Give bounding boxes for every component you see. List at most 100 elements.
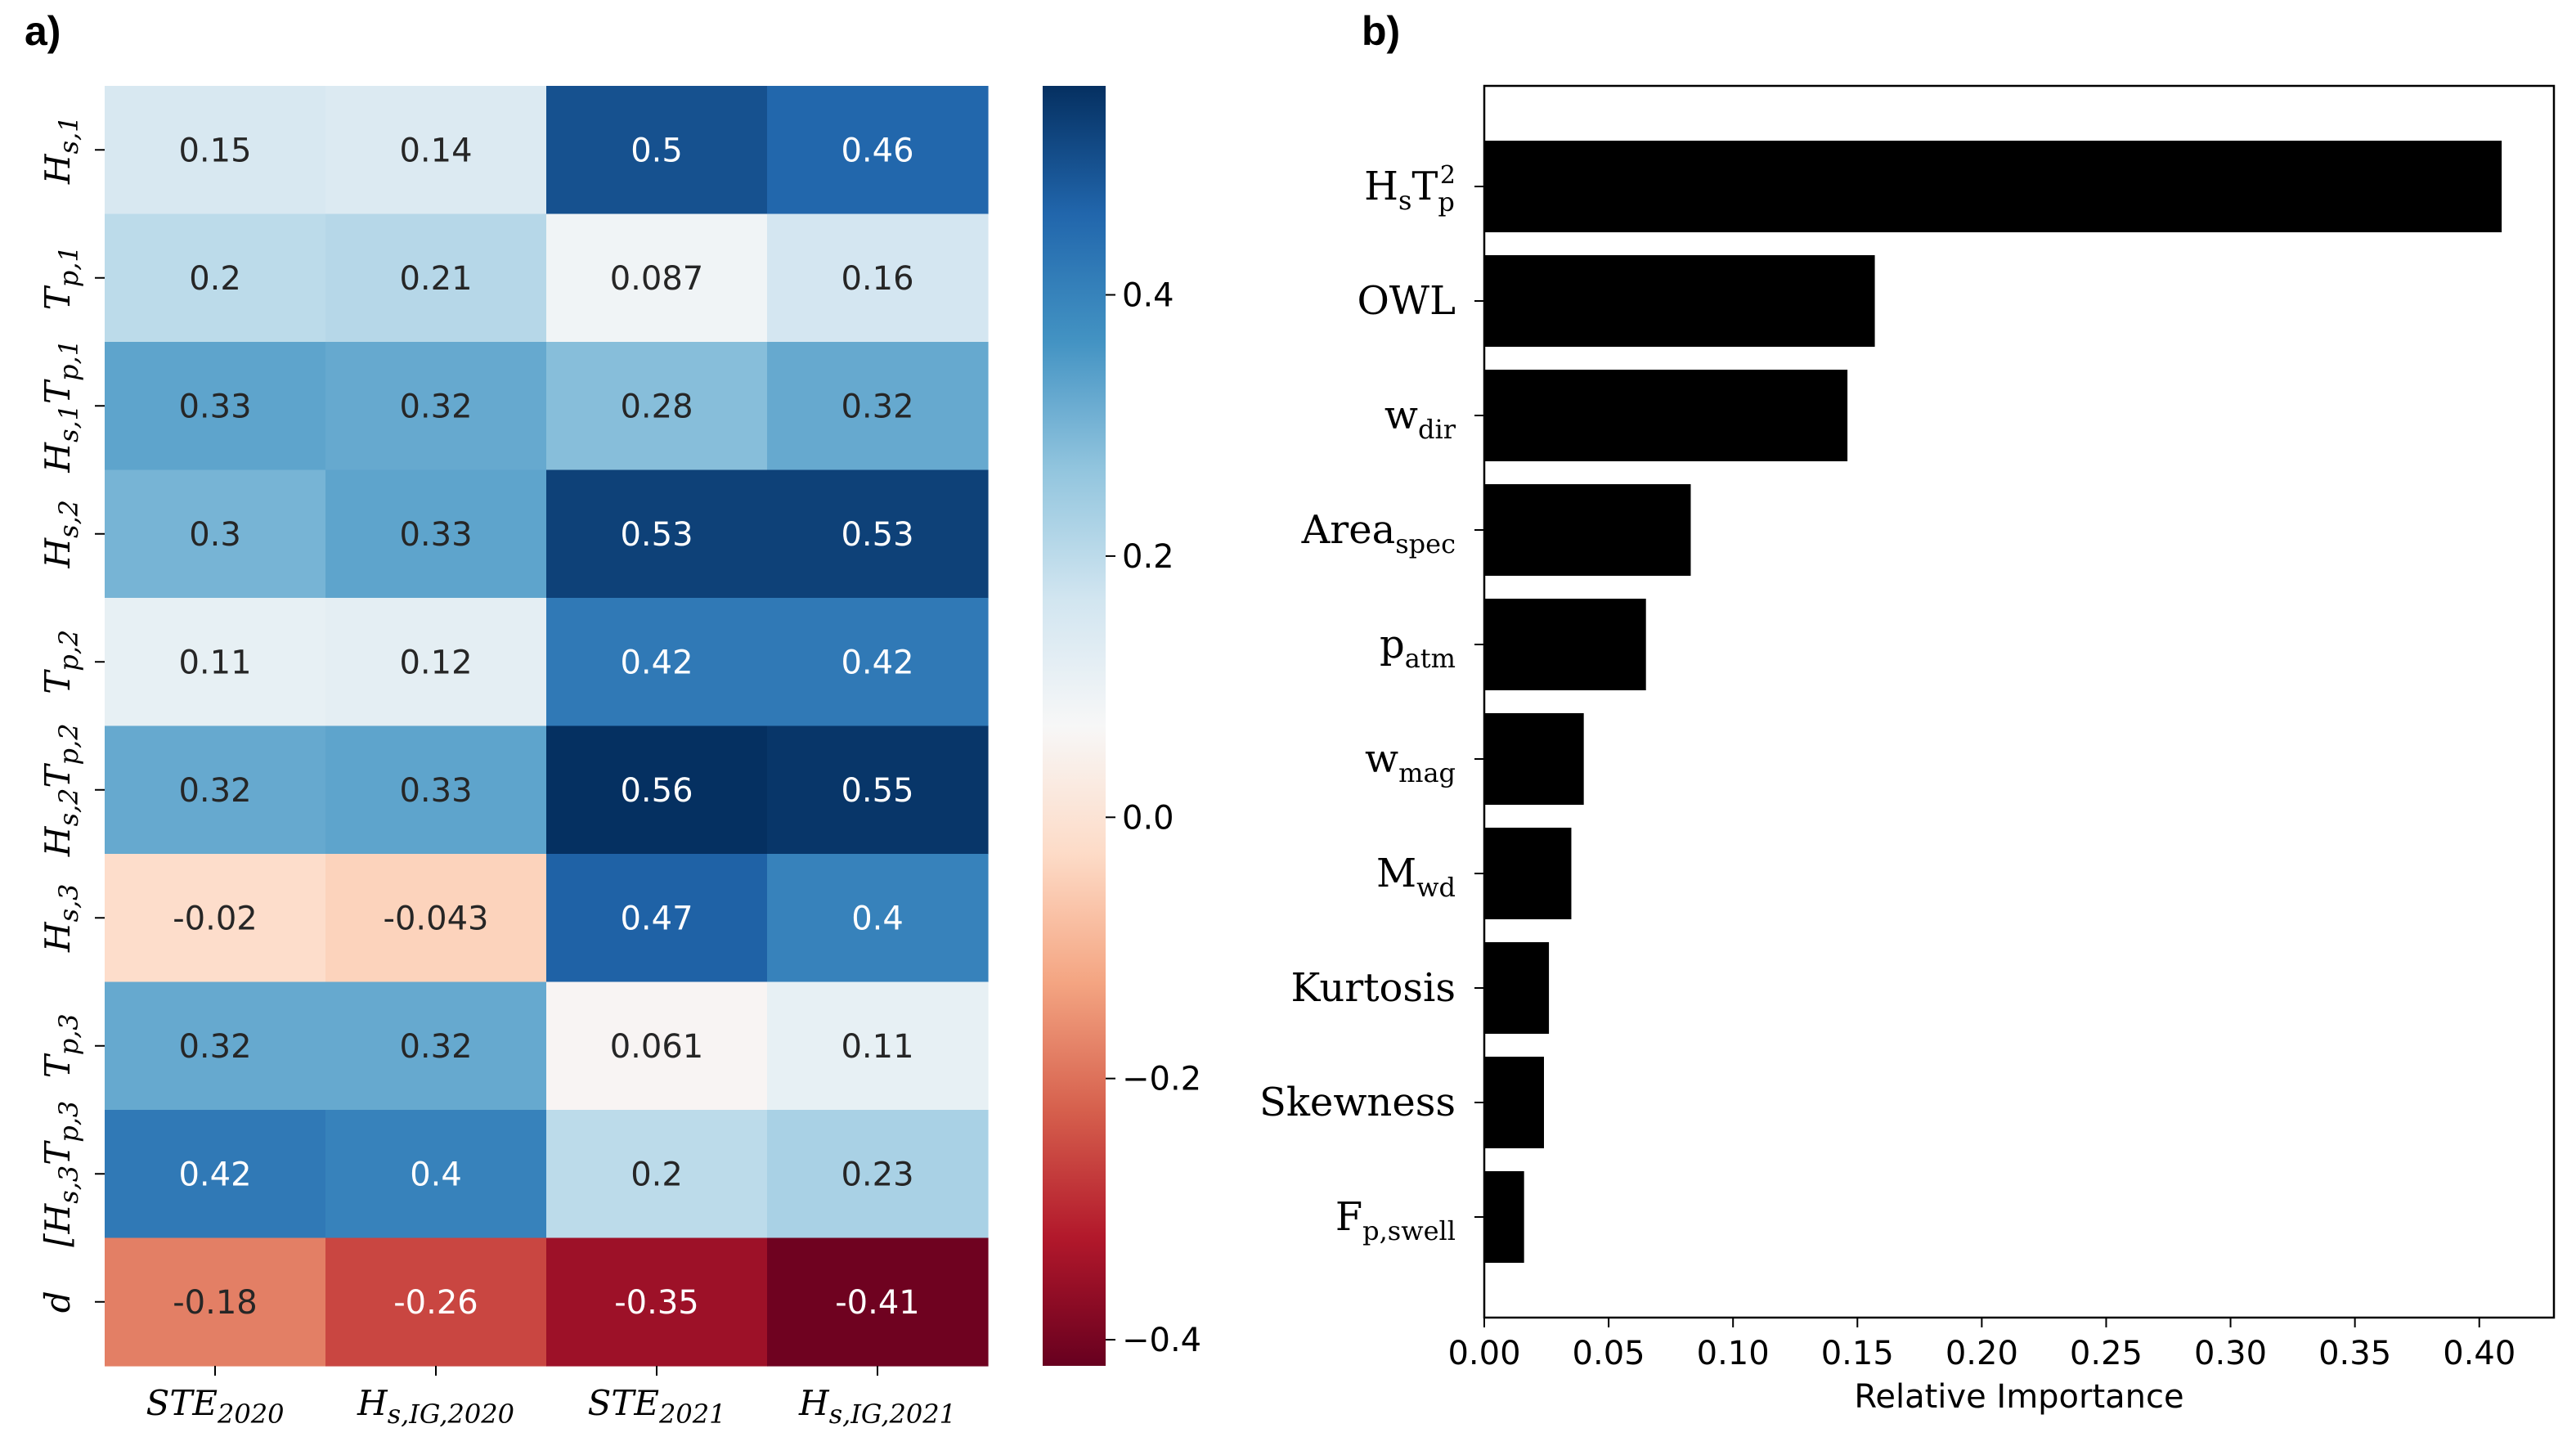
heatmap-cell-value: 0.42 — [841, 644, 913, 681]
colorbar-tick-label: 0.0 — [1122, 799, 1174, 837]
category-label-sub: atm — [1405, 643, 1456, 674]
heatmap-cell — [767, 854, 989, 983]
colorbar-tick-label: −0.2 — [1122, 1061, 1201, 1098]
row-label: Tp,1 — [38, 245, 84, 310]
row-label-sub: s,1 — [53, 115, 84, 154]
heatmap-cell — [546, 854, 768, 983]
category-label-base: M — [1376, 851, 1416, 896]
heatmap-cell — [325, 981, 547, 1111]
heatmap-cell — [767, 213, 989, 343]
heatmap-cell — [767, 1110, 989, 1239]
row-label: Tp,3 — [38, 1013, 84, 1078]
heatmap-cell-value: 0.46 — [841, 132, 913, 169]
x-tick-label: 0.30 — [2194, 1335, 2267, 1372]
importance-bar — [1484, 1057, 1545, 1148]
row-label-sub: s,2 — [53, 788, 84, 826]
row-label-base2: T — [38, 762, 78, 788]
heatmap-cell-value: 0.33 — [178, 388, 251, 425]
row-label: [Hs,3Tp,3 — [38, 1101, 84, 1247]
row-label-sub: s,3 — [53, 883, 84, 922]
colorbar-tick-label: −0.4 — [1122, 1322, 1201, 1359]
heatmap-cell — [325, 213, 547, 343]
colorbar: 0.4 0.2 0.0 −0.2 −0.4 — [1043, 86, 1201, 1366]
heatmap-cell — [105, 1110, 326, 1239]
heatmap-cell-value: -0.41 — [835, 1284, 920, 1322]
bar-chart-panel: b) HsTp2OWLwdirAreaspecpatmwmagMwdKurtos… — [1259, 8, 2556, 1416]
heatmap-cell — [546, 981, 768, 1111]
importance-bar — [1484, 1171, 1524, 1263]
heatmap-cell — [546, 86, 768, 215]
heatmap-cell — [546, 213, 768, 343]
category-label-sub: mag — [1398, 757, 1456, 788]
column-label-base: H — [798, 1383, 830, 1423]
importance-bar — [1484, 942, 1550, 1034]
heatmap-cell-value: 0.32 — [178, 1028, 251, 1066]
heatmap-cell — [546, 469, 768, 599]
row-label: d — [38, 1291, 78, 1313]
heatmap-cell-value: -0.02 — [173, 900, 258, 937]
category-label-base: p — [1380, 622, 1405, 667]
heatmap-cell — [546, 598, 768, 727]
x-tick-label: 0.40 — [2443, 1335, 2515, 1372]
category-label-sub: wd — [1416, 872, 1456, 903]
colorbar-tick-label: 0.2 — [1122, 538, 1174, 576]
heatmap-cell-value: 0.4 — [410, 1156, 462, 1193]
row-label-sub: s,3 — [53, 1165, 84, 1204]
heatmap-cell-value: 0.33 — [399, 516, 472, 554]
heatmap-cell-value: 0.3 — [189, 516, 241, 554]
category-label-sup2: 2 — [1440, 161, 1456, 190]
colorbar-tick-label: 0.4 — [1122, 277, 1174, 315]
heatmap-cell-value: 0.42 — [620, 644, 693, 681]
category-label: wmag — [1365, 736, 1456, 788]
row-label: Hs,2Tp,2 — [38, 723, 84, 857]
row-label-sub2: p,3 — [53, 1101, 84, 1143]
heatmap-cell-value: 0.15 — [178, 132, 251, 169]
heatmap-cell — [105, 469, 326, 599]
column-label: Hs,IG,2020 — [357, 1383, 514, 1430]
category-label-base2: T — [1411, 164, 1438, 209]
row-label-base: T — [38, 1053, 78, 1078]
heatmap-cell — [767, 1237, 989, 1367]
row-label-base2: T — [38, 1140, 78, 1165]
importance-bar — [1484, 484, 1691, 576]
heatmap-cell-value: -0.18 — [173, 1284, 258, 1322]
heatmap-cell-value: 0.2 — [631, 1156, 683, 1193]
row-label-sub: s,2 — [53, 500, 84, 538]
column-label-sub: 2020 — [217, 1399, 284, 1430]
row-label-base: H — [38, 1202, 78, 1234]
importance-bar — [1484, 255, 1875, 347]
heatmap-cell-value: 0.087 — [610, 260, 704, 298]
column-label-base: STE — [146, 1383, 218, 1423]
category-label-base: Skewness — [1259, 1080, 1456, 1125]
row-label-base: H — [38, 537, 78, 569]
x-tick-label: 0.05 — [1573, 1335, 1645, 1372]
panel-b-label: b) — [1362, 8, 1400, 54]
heatmap-cell-value: 0.16 — [841, 260, 913, 298]
row-label-sub: p,1 — [53, 245, 84, 287]
row-label: Hs,2 — [38, 500, 84, 569]
row-label-base: H — [38, 825, 78, 857]
heatmap-cell — [546, 1237, 768, 1367]
category-label-base: w — [1365, 736, 1398, 782]
heatmap-cell-value: 0.23 — [841, 1156, 913, 1193]
category-label-base: w — [1384, 393, 1418, 438]
heatmap-cell — [767, 598, 989, 727]
heatmap-cell-value: 0.21 — [399, 260, 472, 298]
heatmap-cell-value: 0.11 — [841, 1028, 913, 1066]
category-label-sub2: p — [1438, 186, 1454, 218]
heatmap-cell-value: 0.12 — [399, 644, 472, 681]
category-label: Skewness — [1259, 1080, 1456, 1125]
row-label-sub: s,1 — [53, 404, 84, 442]
heatmap-cell — [767, 725, 989, 855]
category-label-base: H — [1364, 164, 1398, 209]
column-label-sub: s,IG,2020 — [388, 1399, 514, 1430]
plot-frame — [1483, 84, 2556, 1319]
heatmap-cell-value: -0.043 — [384, 900, 489, 937]
x-tick-label: 0.35 — [2318, 1335, 2391, 1372]
heatmap-cell-value: 0.33 — [399, 772, 472, 810]
heatmap-cell-value: 0.53 — [620, 516, 693, 554]
heatmap-cell-value: 0.32 — [399, 388, 472, 425]
row-label-sub: p,3 — [53, 1013, 84, 1055]
category-label-base: Kurtosis — [1291, 965, 1456, 1011]
heatmap-column-labels: STE2020 Hs,IG,2020 STE2021 Hs,IG,2021 — [146, 1366, 956, 1430]
